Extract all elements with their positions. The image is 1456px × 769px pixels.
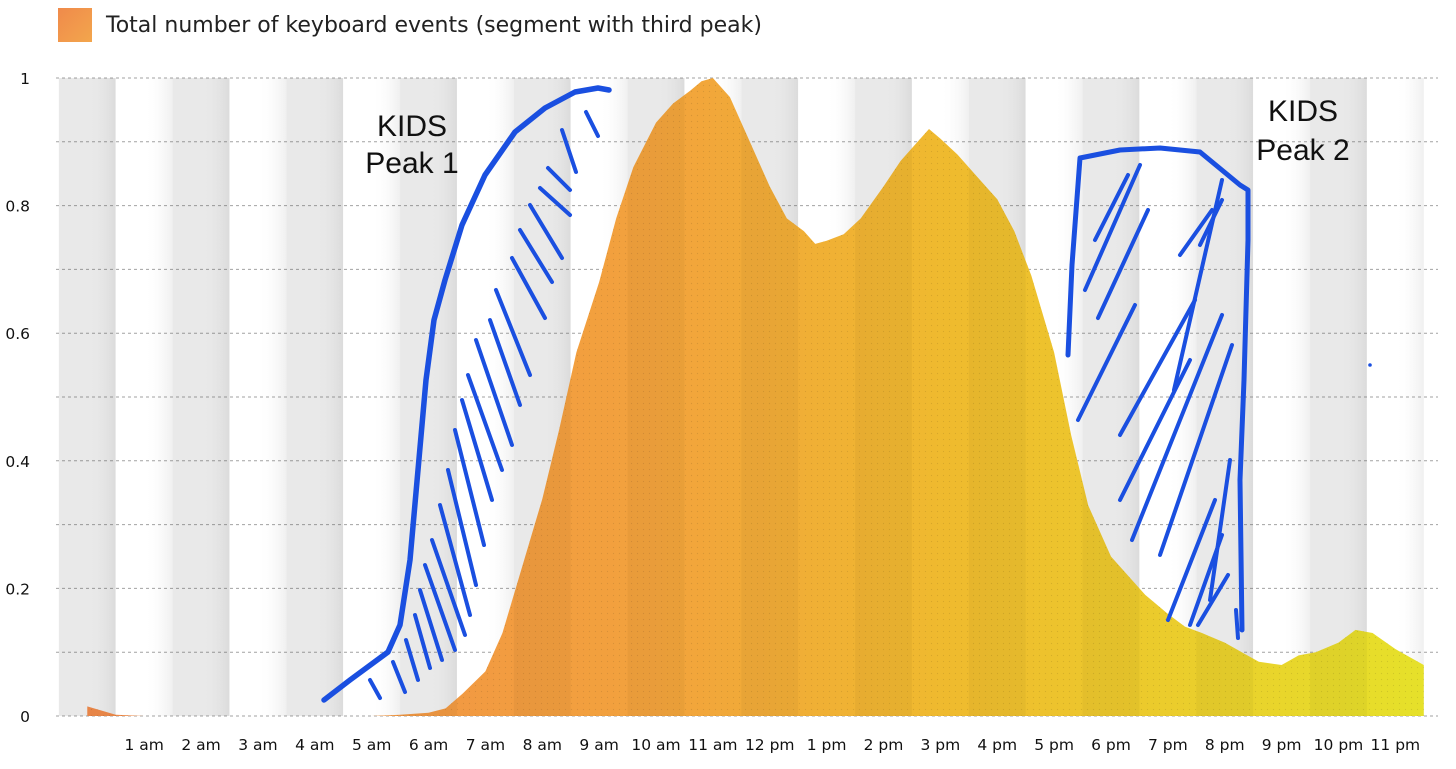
kids-peak-1-hatch	[494, 288, 532, 377]
x-tick-label: 5 pm	[1034, 736, 1074, 754]
annotations-layer: KIDS Peak 1 KIDS Peak 2	[321, 85, 1372, 703]
kids-peak-2-outline	[1065, 145, 1251, 633]
x-tick-label: 3 pm	[920, 736, 960, 754]
x-tick-label: 2 am	[181, 736, 220, 754]
kids-peak-1-hatch	[423, 563, 457, 652]
x-tick-label: 8 pm	[1205, 736, 1245, 754]
kids-peak-1-hatch	[460, 398, 494, 502]
kids-peak-2-hatch	[1093, 173, 1130, 242]
area-band-shade	[628, 78, 685, 716]
y-tick-label: 0.2	[5, 580, 30, 598]
y-tick-label: 0.4	[5, 453, 30, 471]
kids-peak-1-label: Peak 1	[365, 147, 458, 180]
ink-dot	[1368, 363, 1372, 367]
x-tick-label: 11 am	[688, 736, 737, 754]
kids-peak-1-hatch	[518, 228, 554, 284]
area-layer	[87, 78, 1424, 716]
kids-peak-2-hatch	[1178, 208, 1214, 257]
kids-peak-2-hatch	[1198, 198, 1224, 247]
area-series-texture	[87, 78, 1424, 716]
kids-peak-2-label: KIDS	[1268, 95, 1338, 128]
kids-peak-2-label: Peak 2	[1256, 134, 1349, 167]
kids-peak-2-hatch	[1234, 608, 1240, 640]
kids-peak-2-hatch	[1096, 208, 1150, 320]
kids-peak-1-hatch	[528, 203, 564, 260]
kids-peak-1-hatch	[488, 318, 522, 407]
x-tick-label: 2 pm	[864, 736, 904, 754]
x-tick-label: 4 pm	[977, 736, 1017, 754]
kids-peak-1-label: KIDS	[377, 110, 447, 143]
x-tick-label: 9 pm	[1262, 736, 1302, 754]
kids-peak-1-hatch	[391, 660, 407, 694]
x-tick-label: 10 am	[631, 736, 680, 754]
kids-peak-2-hatch	[1118, 298, 1197, 437]
background-band-shade	[1310, 78, 1367, 716]
x-tick-label: 9 am	[579, 736, 618, 754]
kids-peak-1-hatch	[453, 428, 486, 547]
kids-peak-1-hatch	[413, 613, 432, 670]
y-axis-ticks: 0 0.2 0.4 0.6 0.8 1	[5, 70, 30, 726]
kids-peak-1-outline	[321, 85, 612, 703]
kids-peak-1-hatch	[446, 468, 478, 587]
kids-peak-2-hatch	[1083, 163, 1142, 292]
kids-peak-1-hatch	[404, 638, 420, 682]
kids-peak-2-hatch	[1166, 498, 1217, 622]
x-tick-label: 1 pm	[807, 736, 847, 754]
kids-peak-2-hatch	[1118, 358, 1192, 502]
kids-peak-1-hatch	[430, 538, 467, 637]
legend-swatch	[58, 8, 92, 42]
x-tick-label: 8 am	[523, 736, 562, 754]
kids-peak-2-hatch	[1208, 458, 1232, 602]
y-tick-label: 0.8	[5, 198, 30, 216]
x-tick-label: 6 pm	[1091, 736, 1131, 754]
y-tick-label: 0.6	[5, 325, 30, 343]
x-tick-label: 7 am	[466, 736, 505, 754]
kids-peak-2-hatch	[1076, 303, 1137, 422]
kids-peak-1-hatch	[474, 338, 514, 447]
x-tick-label: 1 am	[124, 736, 163, 754]
x-tick-label: 10 pm	[1314, 736, 1364, 754]
x-tick-label: 6 am	[409, 736, 448, 754]
kids-peak-1-hatch	[584, 110, 600, 138]
x-tick-label: 5 am	[352, 736, 391, 754]
legend: Total number of keyboard events (segment…	[58, 8, 762, 42]
kids-peak-1-hatch	[546, 166, 572, 192]
x-tick-label: 3 am	[238, 736, 277, 754]
x-tick-label: 4 am	[295, 736, 334, 754]
y-tick-label: 1	[20, 70, 30, 88]
legend-label: Total number of keyboard events (segment…	[106, 12, 762, 38]
kids-peak-1-hatch	[510, 256, 547, 320]
x-tick-label: 7 pm	[1148, 736, 1188, 754]
y-tick-label: 0	[20, 708, 30, 726]
x-axis-ticks: 1 am 2 am 3 am 4 am 5 am 6 am 7 am 8 am 9 am 10 a…	[124, 736, 1420, 754]
kids-peak-1-hatch	[438, 503, 472, 617]
kids-peak-1-hatch	[368, 678, 382, 700]
kids-peak-1-hatch	[418, 588, 444, 662]
x-tick-label: 12 pm	[745, 736, 795, 754]
kids-peak-1-hatch	[538, 186, 572, 217]
background-band-shade	[115, 78, 173, 716]
kids-peak-1-hatch	[466, 373, 504, 472]
x-tick-label: 11 pm	[1371, 736, 1421, 754]
kids-peak-2-hatch	[1196, 573, 1230, 627]
kids-peak-2-hatch	[1158, 343, 1234, 557]
kids-peak-2-hatch	[1130, 313, 1224, 542]
kids-peak-1-hatch	[560, 128, 578, 174]
